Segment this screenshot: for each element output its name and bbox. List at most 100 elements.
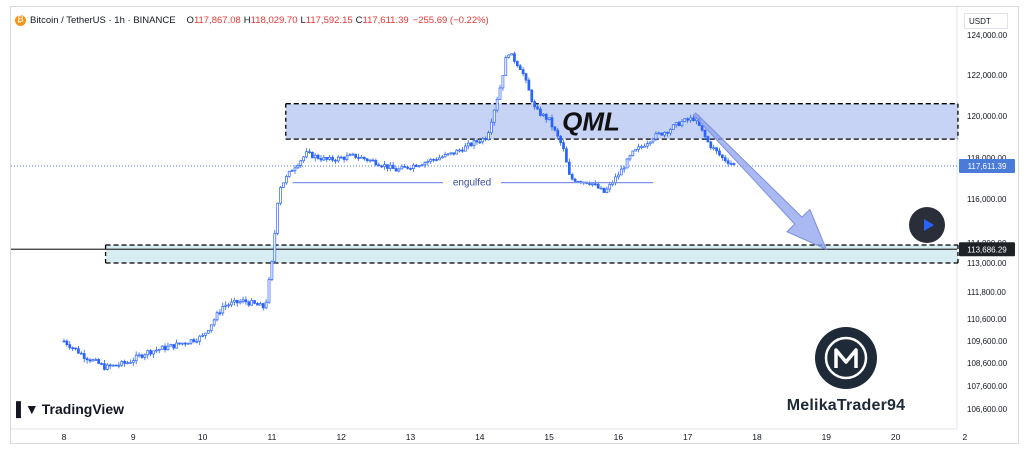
candle-body	[351, 153, 355, 156]
candle-body	[423, 162, 427, 166]
candle-body	[686, 118, 690, 121]
candle-body	[443, 154, 447, 158]
candle-body	[212, 319, 216, 326]
candle-body	[94, 359, 98, 361]
price-chart[interactable]: engulfed QML 124,000.00 122,000.00 120,000.0…	[11, 7, 1018, 443]
candle-body	[634, 149, 638, 152]
candle-body	[175, 342, 178, 349]
zone-box-1	[105, 245, 958, 263]
candle-body	[273, 233, 277, 262]
candle-body	[591, 183, 594, 186]
open-label: O	[186, 14, 194, 26]
candle-body	[103, 363, 106, 370]
candle-body	[62, 340, 66, 343]
candle-body	[692, 117, 695, 121]
candle-body	[365, 158, 369, 161]
candle-body	[680, 121, 684, 127]
candle-body	[189, 339, 193, 344]
candle-body	[599, 187, 603, 190]
candle-body	[134, 354, 138, 361]
candle-body	[331, 156, 334, 161]
candle-body	[643, 145, 646, 148]
candle-body	[550, 117, 554, 128]
candle-body	[663, 131, 666, 136]
candle-body	[183, 342, 187, 345]
candle-body	[221, 306, 225, 314]
candle-body	[68, 344, 72, 349]
candle-body	[253, 300, 256, 304]
replay-button[interactable]	[909, 207, 945, 243]
candle-body	[267, 279, 271, 303]
candle-body	[65, 340, 69, 345]
candle-body	[732, 163, 736, 165]
candle-body	[469, 142, 473, 147]
candle-body	[74, 347, 77, 350]
candle-body	[77, 348, 80, 354]
candle-body	[198, 335, 202, 342]
tradingview-logo[interactable]: ▌▼ TradingView	[16, 401, 124, 417]
candle-body	[282, 182, 285, 188]
close-value: 117,611.39	[362, 14, 409, 26]
candle-body	[362, 156, 366, 160]
down-arrow	[692, 112, 828, 251]
candle-body	[492, 109, 496, 123]
candle-body	[472, 140, 476, 147]
candle-body	[264, 301, 268, 309]
candle-body	[700, 125, 704, 131]
candle-body	[377, 164, 381, 167]
x-tick-label: 17	[683, 432, 693, 442]
candle-body	[720, 154, 724, 158]
x-tick-label: 16	[614, 432, 624, 442]
candle-body	[209, 324, 213, 331]
candle-body	[530, 89, 534, 102]
candle-body	[287, 170, 291, 177]
candle-body	[449, 152, 453, 155]
candle-body	[279, 187, 282, 204]
candle-body	[383, 164, 386, 167]
currency-selector[interactable]: USDT	[964, 13, 1008, 29]
candle-body	[195, 340, 199, 343]
y-tick-label: 108,600.00	[967, 359, 1008, 368]
candle-body	[215, 312, 219, 321]
x-tick-label: 9	[131, 432, 136, 442]
candle-body	[230, 301, 233, 306]
candle-body	[464, 145, 467, 152]
candle-body	[440, 156, 444, 159]
candle-body	[461, 149, 464, 152]
candle-body	[270, 260, 274, 280]
y-tick-label: 106,600.00	[967, 405, 1008, 414]
candle-body	[414, 164, 418, 168]
qml-label: QML	[562, 106, 620, 136]
candle-body	[726, 160, 730, 164]
x-tick-label: 11	[267, 432, 276, 442]
candle-body	[374, 160, 378, 166]
candle-body	[533, 101, 537, 108]
x-tick-label: 12	[336, 432, 346, 442]
candle-body	[117, 364, 121, 367]
candle-body	[259, 303, 262, 306]
candle-body	[290, 170, 294, 172]
candle-body	[438, 157, 441, 161]
candle-body	[654, 133, 658, 140]
candle-body	[126, 362, 129, 365]
zone-box-0	[285, 103, 958, 140]
y-tick-label: 124,000.00	[967, 31, 1008, 40]
candle-body	[88, 359, 92, 362]
close-label: C	[355, 14, 363, 26]
symbol-label: Bitcoin / TetherUS · 1h · BINANCE	[30, 14, 176, 26]
watermark-logo	[815, 327, 877, 389]
candle-body	[588, 183, 591, 185]
candle-body	[715, 147, 718, 152]
candle-body	[146, 350, 150, 356]
candle-body	[152, 350, 155, 355]
y-tick-label: 109,600.00	[967, 337, 1008, 346]
x-tick-label: 18	[752, 432, 762, 442]
y-tick-label: 118,000.00	[967, 154, 1007, 163]
candle-body	[157, 348, 161, 351]
candle-body	[244, 299, 248, 303]
candle-body	[181, 342, 184, 345]
candle-body	[403, 166, 407, 168]
x-tick-label: 14	[475, 432, 485, 442]
candle-body	[261, 303, 265, 309]
candle-body	[224, 304, 228, 307]
